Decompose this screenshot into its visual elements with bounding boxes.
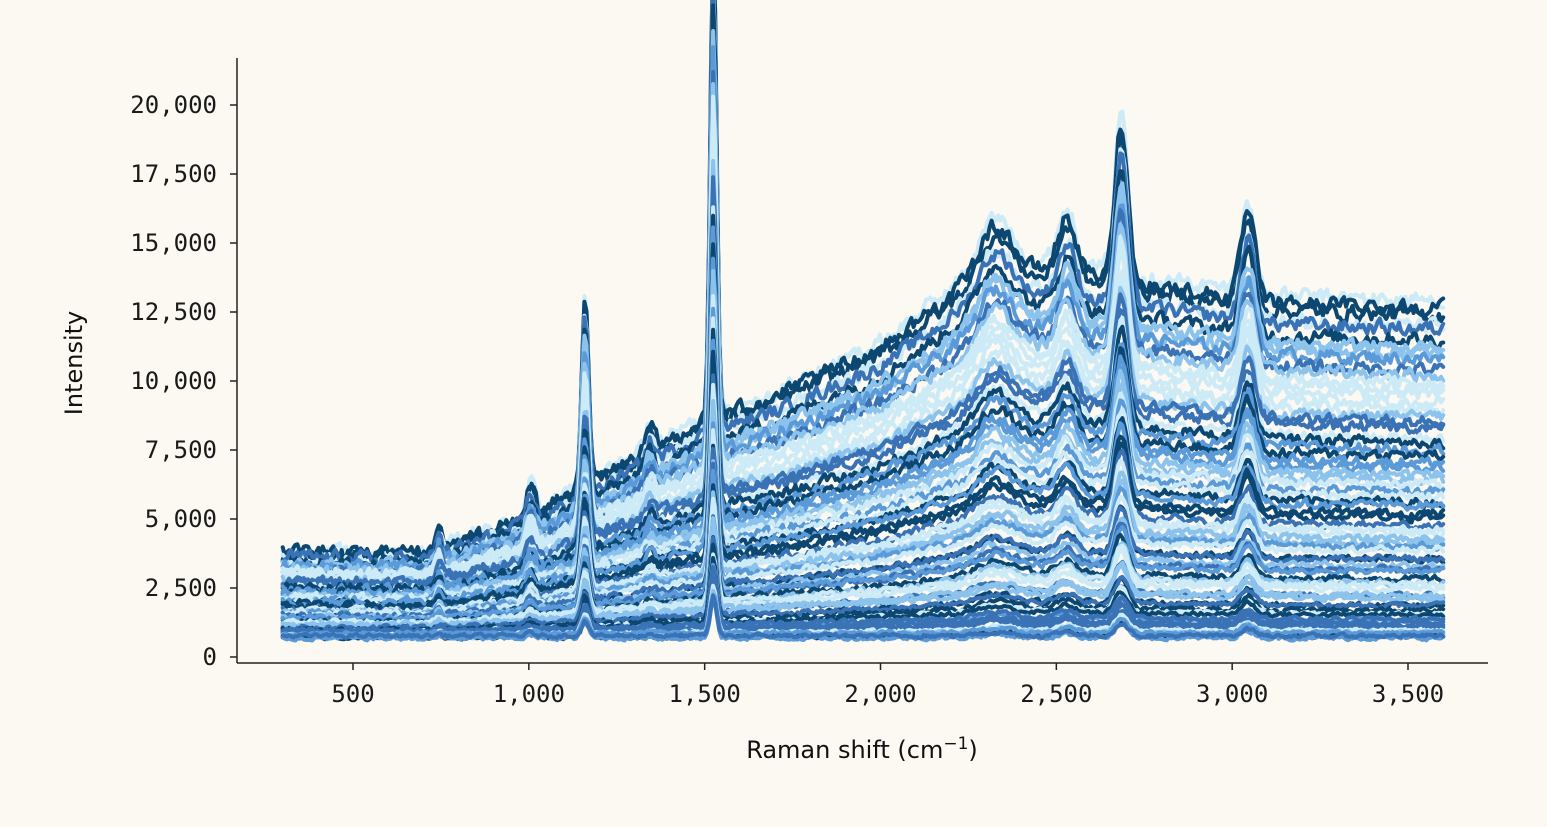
spectrum-line	[280, 0, 1446, 571]
spectrum-line	[280, 468, 1446, 625]
y-axis-title: Intensity	[60, 311, 88, 415]
x-tick-label: 1,000	[493, 680, 565, 708]
y-tick-label: 20,000	[130, 91, 217, 119]
y-tick-label: 15,000	[130, 229, 217, 257]
y-tick-label: 2,500	[145, 574, 217, 602]
y-tick-label: 10,000	[130, 367, 217, 395]
x-axis-title-close: )	[968, 736, 977, 764]
spectrum-line	[280, 595, 1446, 643]
spectrum-line	[280, 338, 1446, 610]
x-axis-title-superscript: −1	[943, 734, 968, 754]
x-tick-label: 1,500	[669, 680, 741, 708]
x-tick-label: 2,000	[844, 680, 916, 708]
spectrum-line	[280, 225, 1446, 599]
y-axis-ticks: 0 2,500 5,000 7,500 10,000 12,500 15,000 17,500…	[130, 91, 237, 671]
spectrum-line	[280, 536, 1446, 632]
x-tick-label: 3,500	[1372, 680, 1444, 708]
spectrum-line	[280, 118, 1446, 584]
spectrum-line	[280, 257, 1446, 603]
x-axis-ticks: 500 1,000 1,500 2,000 2,500 3,000 3,500	[331, 663, 1444, 708]
x-tick-label: 500	[331, 680, 374, 708]
spectrum-line	[280, 184, 1446, 593]
spectrum-line	[280, 294, 1446, 605]
spectrum-line	[280, 593, 1446, 641]
spectrum-line	[280, 574, 1446, 636]
y-tick-label: 5,000	[145, 505, 217, 533]
y-tick-label: 7,500	[145, 436, 217, 464]
y-tick-label: 0	[203, 643, 217, 671]
x-tick-label: 3,000	[1196, 680, 1268, 708]
y-tick-label: 12,500	[130, 298, 217, 326]
spectra-series-group	[280, 0, 1446, 643]
x-tick-label: 2,500	[1020, 680, 1092, 708]
spectrum-line	[280, 421, 1446, 620]
spectrum-line	[280, 447, 1446, 622]
x-axis-title: Raman shift (cm−1)	[746, 734, 978, 764]
y-tick-label: 17,500	[130, 160, 217, 188]
spectrum-line	[280, 108, 1446, 585]
